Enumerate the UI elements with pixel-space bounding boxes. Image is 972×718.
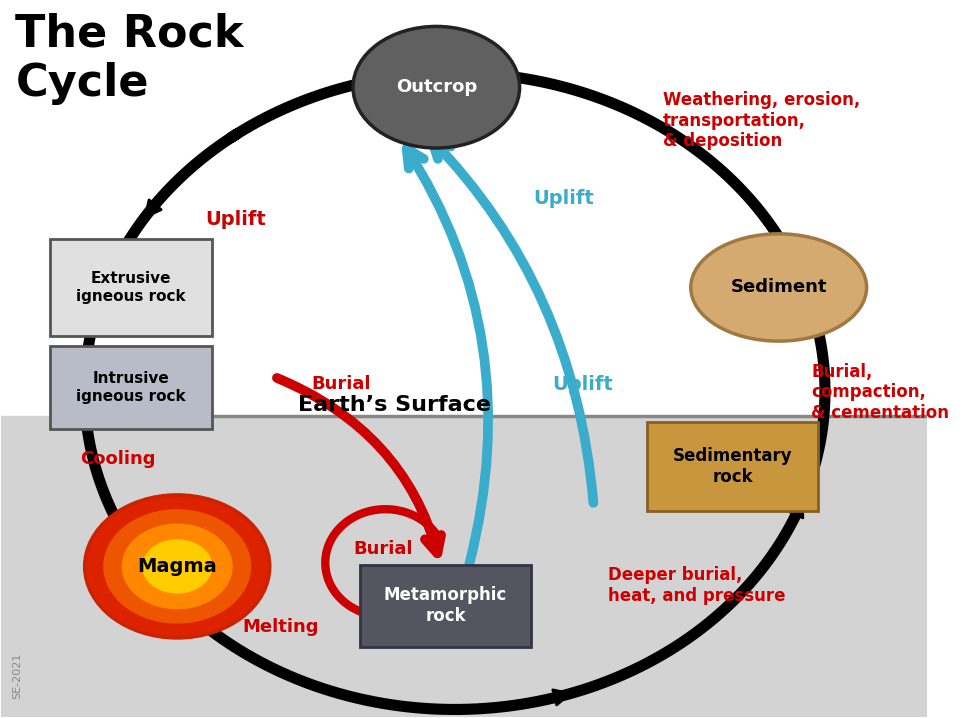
- Ellipse shape: [691, 234, 867, 341]
- Text: Weathering, erosion,
transportation,
& deposition: Weathering, erosion, transportation, & d…: [663, 90, 860, 150]
- Text: Deeper burial,
heat, and pressure: Deeper burial, heat, and pressure: [608, 567, 785, 605]
- FancyBboxPatch shape: [646, 421, 818, 511]
- Text: Melting: Melting: [242, 618, 319, 636]
- Text: Sediment: Sediment: [731, 279, 827, 297]
- FancyBboxPatch shape: [360, 564, 531, 647]
- Text: SE-2021: SE-2021: [13, 653, 22, 699]
- Text: Outcrop: Outcrop: [396, 78, 477, 96]
- Text: Uplift: Uplift: [552, 375, 612, 393]
- Text: Magma: Magma: [137, 557, 217, 576]
- Text: Sedimentary
rock: Sedimentary rock: [673, 447, 792, 485]
- Ellipse shape: [85, 495, 270, 638]
- Text: The Rock
Cycle: The Rock Cycle: [16, 12, 244, 105]
- Text: Metamorphic
rock: Metamorphic rock: [384, 587, 507, 625]
- FancyBboxPatch shape: [50, 239, 212, 336]
- Text: Burial,
compaction,
& cementation: Burial, compaction, & cementation: [811, 363, 949, 422]
- Text: Uplift: Uplift: [205, 210, 265, 229]
- Ellipse shape: [142, 539, 212, 594]
- Text: Intrusive
igneous rock: Intrusive igneous rock: [76, 371, 186, 404]
- Text: Extrusive
igneous rock: Extrusive igneous rock: [76, 271, 186, 304]
- Text: Earth’s Surface: Earth’s Surface: [297, 396, 491, 416]
- Ellipse shape: [103, 509, 251, 624]
- Text: Uplift: Uplift: [534, 189, 594, 208]
- Ellipse shape: [353, 27, 520, 148]
- Text: Burial: Burial: [353, 539, 412, 558]
- Ellipse shape: [122, 523, 232, 610]
- FancyBboxPatch shape: [50, 347, 212, 429]
- Bar: [1, 416, 926, 717]
- Text: Cooling: Cooling: [80, 450, 156, 468]
- Text: Burial: Burial: [311, 375, 371, 393]
